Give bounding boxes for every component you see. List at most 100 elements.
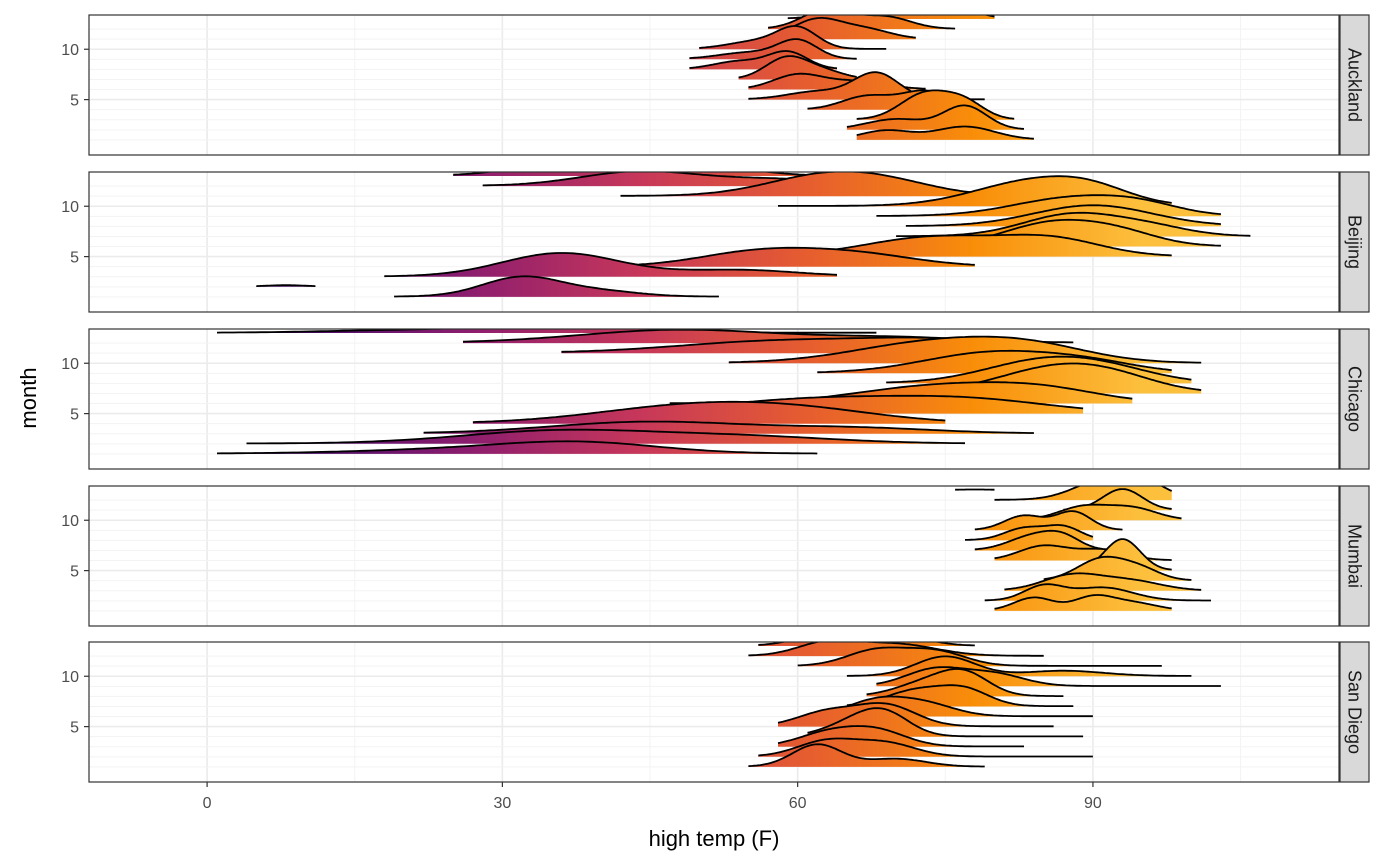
ridge-fill-month-2 (984, 584, 1211, 601)
facet-strip-label: Auckland (1345, 48, 1365, 122)
panel-san-diego: 5 10 San Diego (61, 641, 1370, 783)
ridge-line-month-1 (994, 594, 1172, 610)
ridge-line-month-10 (846, 655, 1192, 677)
ridge-line-month-10 (728, 335, 1202, 364)
ridge-line-month-3 (856, 89, 1015, 120)
ridge-line-month-10 (1033, 503, 1182, 520)
ridges (255, 172, 1251, 298)
x-axis: 0 30 60 90 (203, 782, 1102, 812)
ridge-fill-month-4 (472, 401, 946, 424)
y-tick-label: 10 (61, 356, 79, 373)
ridges (689, 15, 1034, 140)
x-tick-label: 60 (789, 795, 807, 812)
ridge-fill-month-7 (974, 530, 1103, 551)
y-tick-label: 10 (61, 669, 79, 686)
ridge-line-month-10 (778, 175, 1172, 207)
ridge-line-month-12 (767, 15, 956, 30)
panel-border (88, 171, 1340, 313)
facet-panels: 5 10 Auckland 5 10 Beijing 5 10 Chicago 5 10 Mumbai… (61, 14, 1370, 783)
ridge-line-month-12 (748, 642, 1044, 657)
ridge-line-month-8 (886, 355, 1192, 384)
ridge-line-month-4 (1043, 555, 1192, 581)
ridge-fill-month-5 (748, 72, 985, 100)
panel-beijing: 5 10 Beijing (61, 171, 1370, 313)
ridge-line-month-6 (827, 695, 1093, 718)
ridge-fill-month-1 (856, 126, 1034, 140)
y-tick-label: 5 (70, 564, 79, 581)
ridge-fill-month-1 (748, 744, 985, 767)
facet-strip-label: Beijing (1345, 215, 1365, 269)
ridge-line-month-2 (246, 428, 966, 445)
ridge-fill-month-1 (994, 595, 1172, 611)
ridge-line-month-9 (817, 349, 1172, 374)
ridge-line-month-3 (1004, 572, 1202, 591)
facet-strip (1339, 641, 1370, 783)
ridge-line-month-9 (876, 194, 1221, 217)
gridlines (89, 15, 1339, 155)
ridge-line-month-7 (738, 55, 857, 79)
ridge-line-month-3 (777, 725, 1024, 748)
panel-border (88, 641, 1340, 783)
facet-strip-label: Chicago (1345, 366, 1365, 432)
ridge-line-month-3 (384, 252, 838, 278)
y-tick-label: 5 (70, 250, 79, 267)
panel-border (88, 328, 1340, 470)
ridge-line-month-3 (423, 420, 1034, 434)
x-tick-label: 0 (203, 795, 212, 812)
y-tick-label: 5 (70, 407, 79, 424)
panel-background (89, 15, 1339, 155)
ridge-line-month-4 (472, 400, 946, 423)
panel-auckland: 5 10 Auckland (61, 14, 1370, 156)
ridge-fill-month-10 (699, 26, 887, 50)
facet-strip-label: San Diego (1345, 670, 1365, 754)
ridge-line-month-8 (965, 524, 1094, 541)
y-tick-label: 10 (61, 199, 79, 216)
y-axis-title: month (16, 367, 41, 428)
ridge-line-month-10 (699, 25, 887, 50)
ridge-line-month-11 (797, 646, 1162, 667)
ridge-line-month-2 (255, 284, 316, 287)
panel-border (88, 14, 1340, 156)
ridge-fill-month-1 (394, 276, 719, 297)
ridge-fill-month-6 (669, 382, 1133, 404)
panel-background (89, 642, 1339, 782)
ridge-fill-month-11 (797, 647, 1162, 667)
ridge-line-month-8 (866, 668, 1064, 697)
ridge-line-month-2 (846, 104, 1025, 130)
ridge-fill-month-2 (246, 429, 965, 444)
facet-strip (1339, 485, 1370, 627)
y-tick-label: 10 (61, 513, 79, 530)
ridge-line-month-12 (994, 486, 1173, 501)
facet-strip-label: Mumbai (1345, 524, 1365, 588)
facet-strip (1339, 171, 1370, 313)
facet-strip (1339, 328, 1370, 470)
ridge-line-month-1 (394, 275, 719, 298)
ridge-line-month-1 (856, 125, 1034, 140)
ridge-line-month-2 (758, 737, 1093, 758)
ridge-line-month-11 (620, 172, 1025, 197)
ridges (954, 486, 1211, 611)
y-tick-label: 5 (70, 720, 79, 737)
ridge-line-month-9 (876, 666, 1221, 687)
x-tick-label: 30 (493, 795, 511, 812)
ridges (216, 329, 1202, 455)
ridge-line-month-5 (777, 702, 1054, 728)
ridge-fill-month-3 (384, 253, 837, 277)
ridge-line-month-4 (807, 707, 1084, 738)
ridge-line-month-1 (748, 743, 985, 768)
ridge-line-month-9 (974, 510, 1123, 531)
facet-strip (1339, 14, 1370, 156)
x-axis-title: high temp (F) (649, 826, 780, 851)
ridge-line-month-2 (984, 583, 1211, 602)
ridge-line-month-8 (689, 50, 838, 70)
panel-chicago: 5 10 Chicago (61, 328, 1370, 470)
panel-border (88, 485, 1340, 627)
y-tick-label: 10 (61, 42, 79, 59)
panel-mumbai: 5 10 Mumbai (61, 485, 1370, 627)
ridge-line-month-8 (905, 204, 1221, 227)
ridge-line-month-7 (974, 529, 1103, 551)
ridge-fill-month-7 (738, 56, 857, 80)
ridge-line-month-1 (216, 440, 818, 455)
ridge-line-month-9 (689, 38, 857, 60)
ridge-fill-month-6 (866, 219, 1221, 247)
